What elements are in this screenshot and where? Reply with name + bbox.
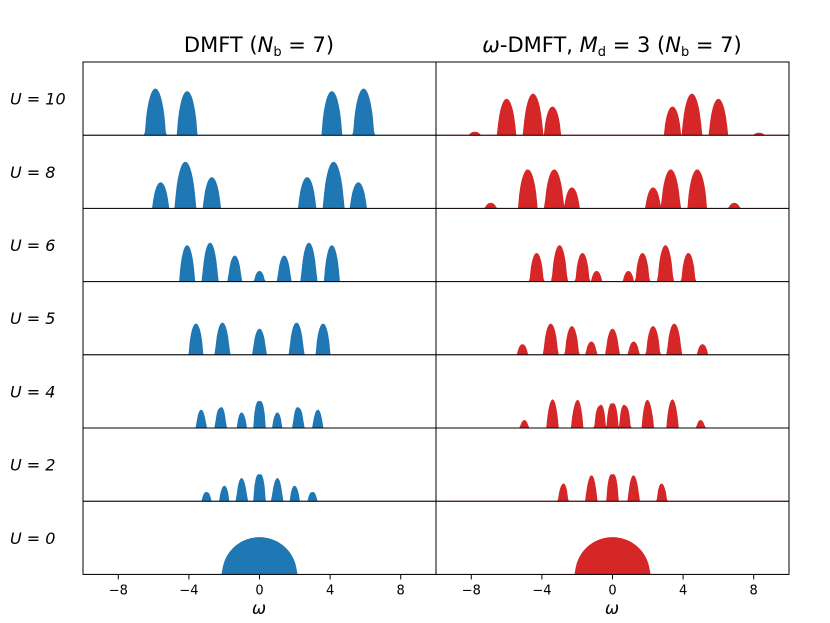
spectral-area-dmft-u4 — [83, 400, 436, 429]
panel-title-dmft: DMFT (Nb = 7) — [184, 33, 334, 60]
row-label-u0: U = 0 — [10, 529, 55, 548]
spectral-area-omega_dmft-u5 — [436, 323, 789, 356]
x-ticks-group: −8 −4 0 4 8 −8 −4 0 4 8 — [109, 574, 758, 598]
x-tick-label-dmft-4: 4 — [326, 583, 334, 598]
row-label-u8: U = 8 — [10, 163, 55, 182]
row-label-u5: U = 5 — [10, 309, 55, 328]
spectral-area-dmft-u2 — [83, 473, 436, 502]
x-tick-label-dmft-8: 8 — [397, 583, 405, 598]
spectral-area-omega_dmft-u6 — [436, 245, 789, 282]
spectral-area-omega_dmft-u10 — [436, 93, 789, 136]
spectral-area-dmft-u5 — [83, 322, 436, 356]
row-label-u10: U = 10 — [10, 90, 66, 109]
x-tick-label-dmft-0: 0 — [255, 583, 263, 598]
frames-group — [82, 61, 790, 575]
spectral-area-dmft-u8 — [83, 161, 436, 209]
x-tick-label-omega_dmft-4: 4 — [679, 583, 687, 598]
spectral-area-dmft-u10 — [83, 88, 436, 136]
x-tick-label-dmft--8: −8 — [109, 583, 128, 598]
spectral-area-omega_dmft-u8 — [436, 169, 789, 209]
x-tick-label-dmft--4: −4 — [179, 583, 198, 598]
row-labels-group: U = 10 U = 8 U = 6 U = 5 U = 4 U = 2 U = 0 — [10, 90, 66, 548]
x-tick-label-omega_dmft--4: −4 — [532, 583, 551, 598]
row-label-u2: U = 2 — [10, 456, 55, 475]
x-tick-label-omega_dmft-8: 8 — [750, 583, 758, 598]
spectral-area-omega_dmft-u4 — [436, 399, 789, 430]
spectral-area-dmft-u6 — [83, 242, 436, 282]
spectral-area-dmft-u0 — [83, 537, 436, 575]
x-axis-label-left: ω — [252, 599, 266, 619]
x-tick-label-omega_dmft-0: 0 — [608, 583, 616, 598]
row-label-u4: U = 4 — [10, 382, 55, 401]
x-tick-label-omega_dmft--8: −8 — [462, 583, 481, 598]
panel-title-omega-dmft: ω-DMFT, Md = 3 (Nb = 7) — [482, 33, 741, 60]
row-label-u6: U = 6 — [10, 236, 55, 255]
x-axis-label-right: ω — [605, 599, 619, 619]
spectral-area-omega_dmft-u0 — [436, 537, 789, 575]
spectral-area-omega_dmft-u2 — [436, 473, 789, 502]
